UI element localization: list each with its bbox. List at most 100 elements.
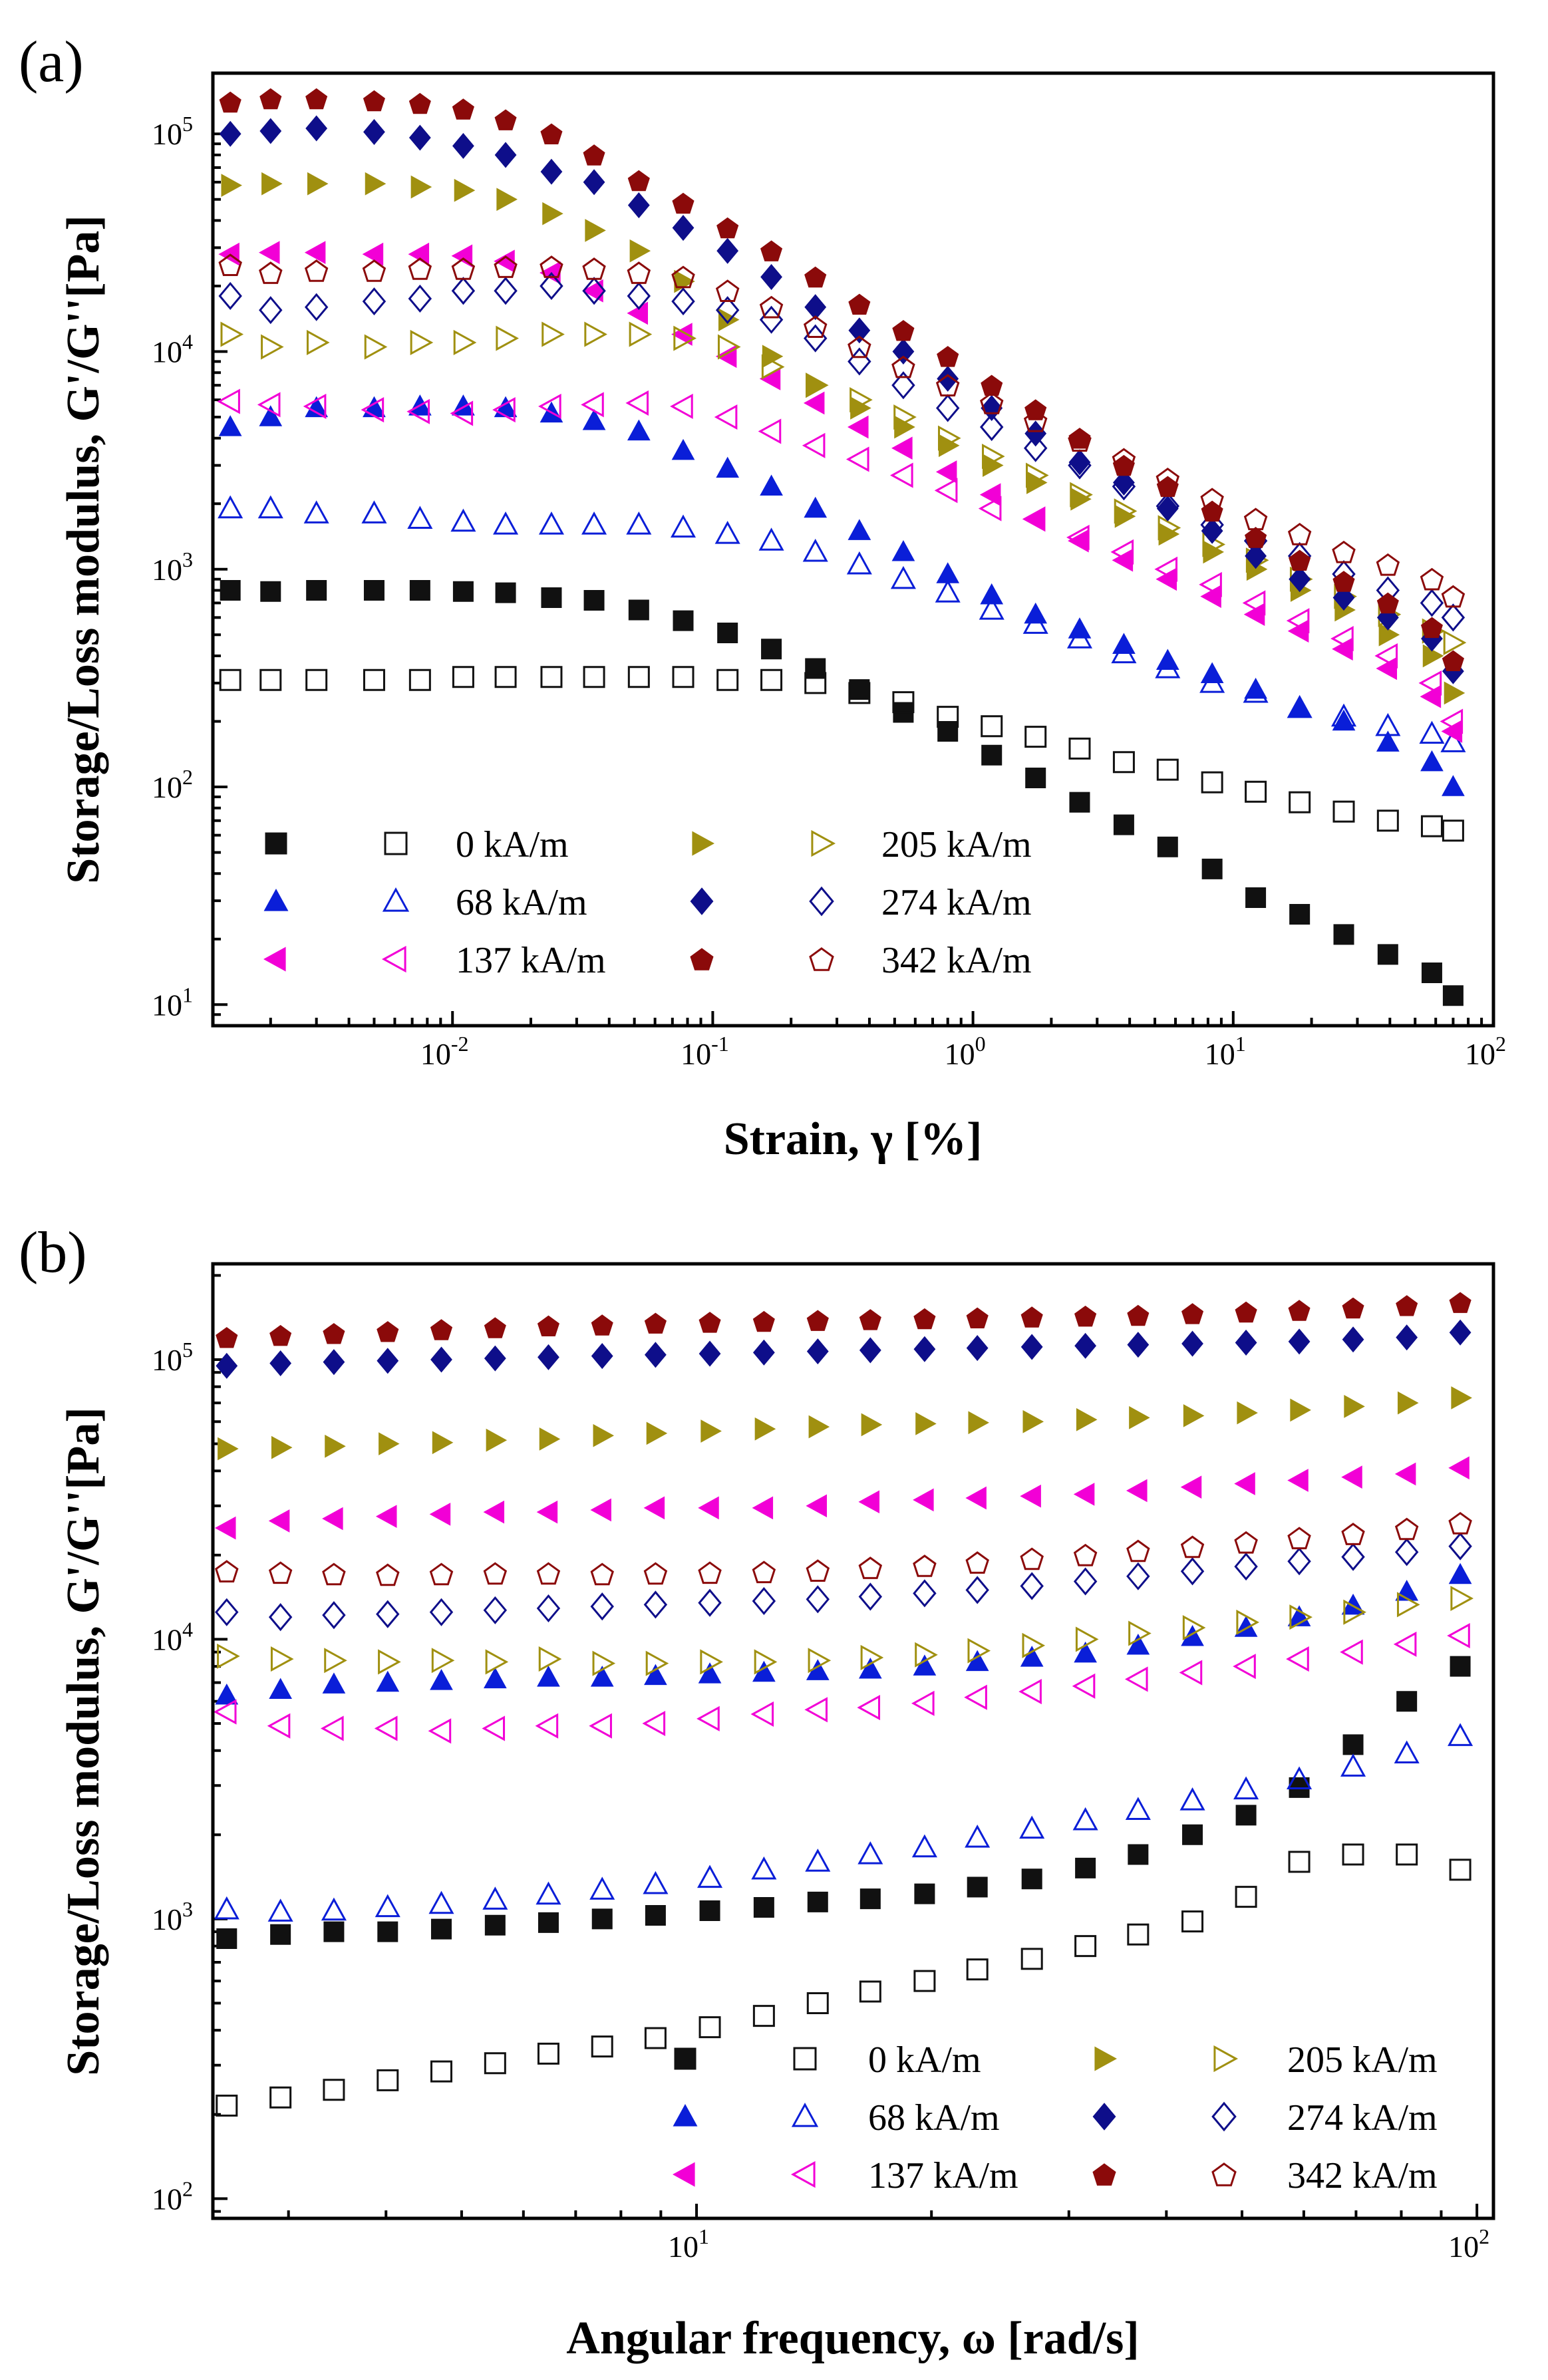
data-point <box>805 1849 831 1872</box>
legend-marker-filled <box>690 887 714 915</box>
data-point <box>965 1551 989 1574</box>
y-tick-exp: 1 <box>182 982 193 1006</box>
data-point <box>643 1562 668 1585</box>
data-point <box>850 387 873 413</box>
data-point <box>1180 1557 1205 1586</box>
series-137-ka-m-g- <box>213 1622 1470 1744</box>
legend-label: 0 kA/m <box>456 824 569 865</box>
data-point <box>1022 1632 1046 1658</box>
data-point <box>494 666 517 688</box>
data-point <box>804 1697 828 1723</box>
y-tick-label: 105 <box>152 1338 193 1377</box>
data-point <box>1179 1787 1205 1811</box>
data-point <box>361 500 387 523</box>
data-point <box>1421 962 1442 983</box>
data-point <box>1440 729 1466 752</box>
data-point <box>1126 1479 1148 1503</box>
data-point <box>890 565 916 589</box>
data-point <box>216 1326 238 1348</box>
x-tick-base: 10 <box>1465 1037 1495 1071</box>
data-point <box>1289 903 1311 925</box>
data-point <box>1420 815 1443 837</box>
data-point <box>1068 529 1089 553</box>
data-point <box>537 1315 559 1336</box>
data-point <box>1342 1297 1364 1319</box>
data-point <box>583 589 605 611</box>
legend-marker-open <box>809 886 834 917</box>
data-point <box>1072 1807 1098 1831</box>
data-point <box>1448 1532 1472 1561</box>
x-tick-exp: -1 <box>711 1032 729 1056</box>
data-point <box>937 365 959 392</box>
data-point <box>496 188 518 212</box>
data-point <box>672 666 695 688</box>
series-274-ka-m-g- <box>218 271 1466 632</box>
data-point <box>858 1582 883 1611</box>
data-point <box>859 1888 881 1910</box>
data-point <box>697 1706 720 1731</box>
data-point <box>257 392 281 418</box>
data-point <box>542 202 563 225</box>
data-point <box>1376 592 1399 614</box>
data-point <box>269 1350 292 1377</box>
data-point <box>589 1713 612 1739</box>
series-0-ka-m-g- <box>216 1843 1471 2117</box>
data-point <box>627 261 651 284</box>
data-point <box>935 394 960 422</box>
data-point <box>802 538 828 562</box>
data-point <box>967 1876 988 1898</box>
data-point <box>451 257 476 280</box>
data-point <box>1112 751 1135 774</box>
y-tick-label: 103 <box>152 547 193 587</box>
data-point <box>493 512 519 535</box>
data-point <box>1393 1631 1417 1657</box>
y-tick-base: 10 <box>152 553 182 587</box>
data-point <box>268 1509 290 1533</box>
data-point <box>1125 1797 1151 1820</box>
data-point <box>374 1715 398 1741</box>
data-point <box>966 1307 989 1328</box>
legend-label: 137 kA/m <box>456 940 606 981</box>
data-point <box>1394 1538 1419 1566</box>
series-342-ka-m-g- <box>219 88 1464 671</box>
data-point <box>966 1958 989 1981</box>
series-68-ka-m-g- <box>215 1562 1472 1705</box>
data-point <box>1020 1646 1044 1667</box>
data-point <box>1234 1531 1258 1554</box>
data-point <box>1181 1303 1204 1324</box>
data-point <box>715 296 740 325</box>
data-point <box>911 1690 935 1716</box>
data-point <box>937 720 959 742</box>
data-point <box>981 374 1003 396</box>
data-point <box>218 281 242 311</box>
data-point <box>408 124 431 151</box>
data-point <box>804 672 827 694</box>
data-point <box>1330 703 1357 727</box>
data-point <box>672 192 695 214</box>
data-point <box>1448 1562 1472 1584</box>
data-point <box>452 581 474 602</box>
data-point <box>1201 858 1223 879</box>
legend-label: 274 kA/m <box>1287 2097 1438 2139</box>
data-point <box>582 279 603 303</box>
data-point <box>1073 1483 1095 1506</box>
data-point <box>1288 1328 1311 1355</box>
data-point <box>591 1343 613 1370</box>
data-point <box>306 579 327 601</box>
data-point <box>627 419 651 441</box>
data-point <box>432 1431 454 1455</box>
data-point <box>540 255 563 278</box>
data-point <box>803 391 825 415</box>
data-point <box>484 1914 506 1936</box>
data-point <box>259 405 283 426</box>
x-tick-base: 10 <box>681 1037 711 1071</box>
data-point <box>1442 819 1464 842</box>
data-point <box>752 1339 775 1366</box>
data-point <box>808 1648 832 1674</box>
legend-label: 137 kA/m <box>868 2155 1018 2196</box>
data-point <box>806 1559 830 1582</box>
data-point <box>913 1654 937 1676</box>
data-point <box>363 579 385 601</box>
data-point <box>486 1428 508 1452</box>
data-point <box>377 1921 398 1942</box>
